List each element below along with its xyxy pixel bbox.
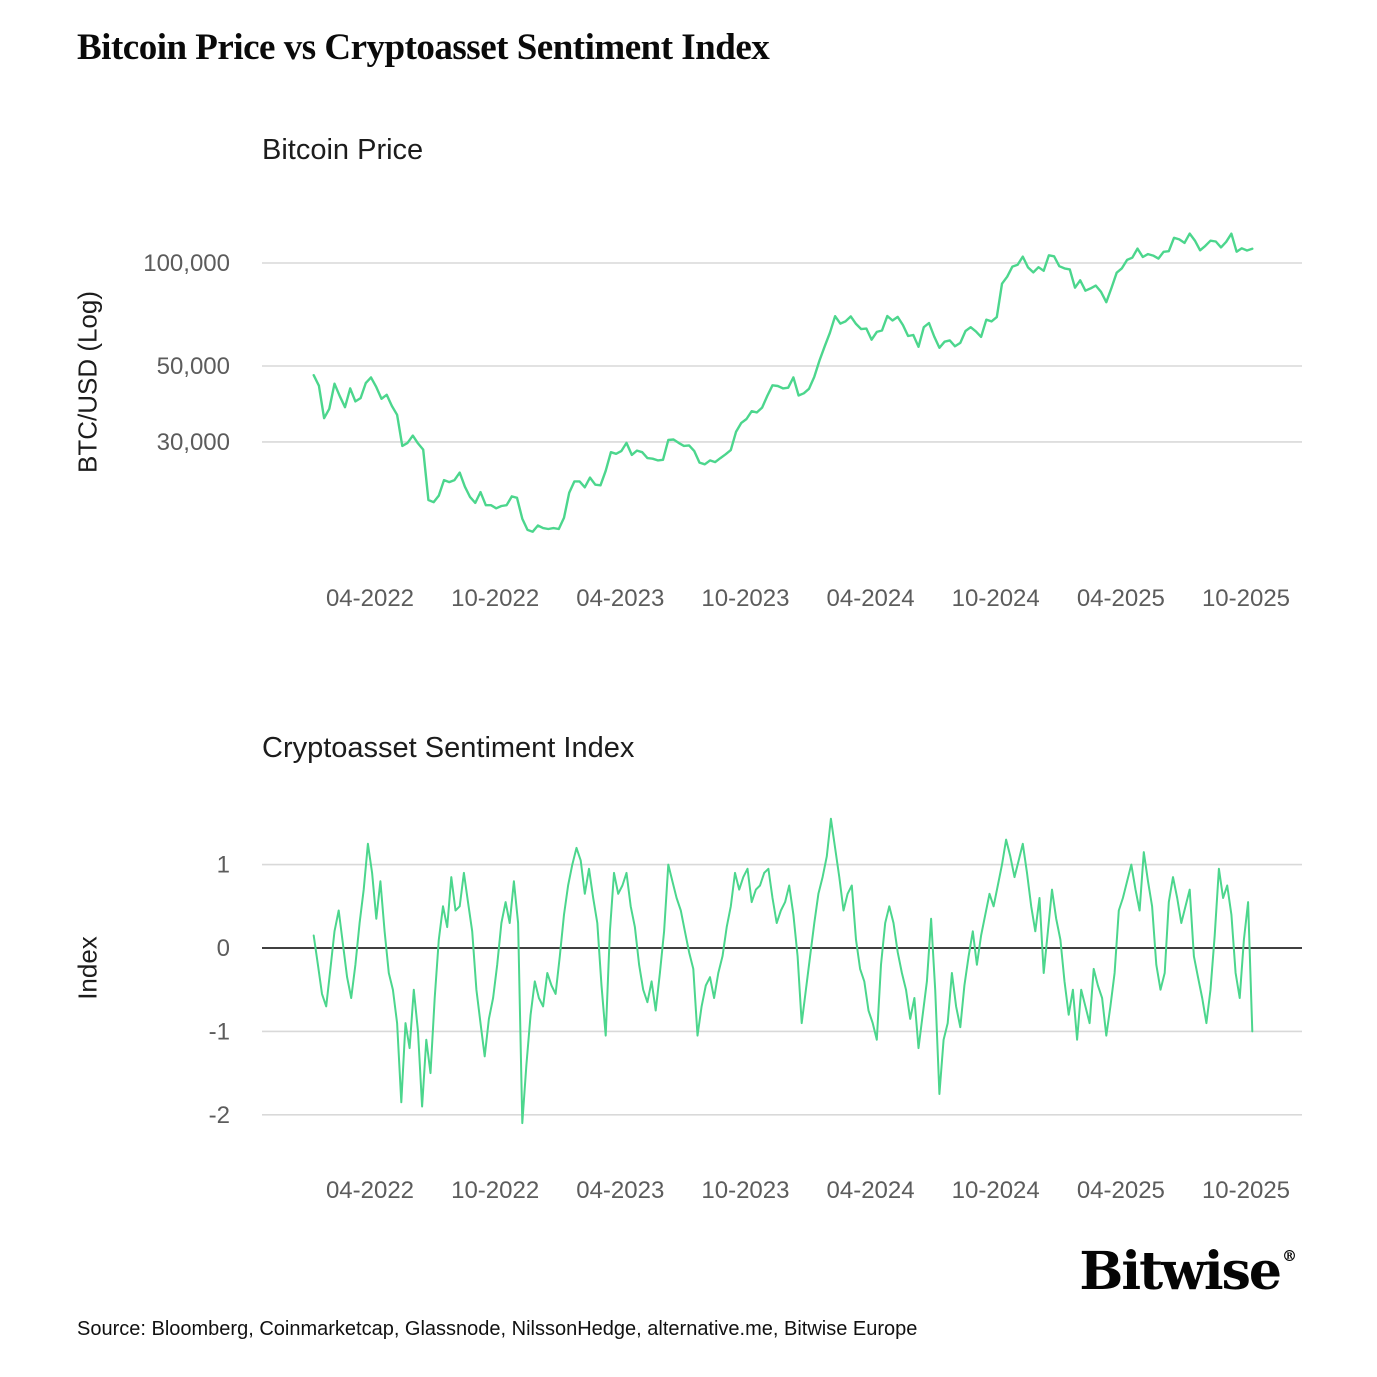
- price-x-tick-label: 10-2024: [952, 585, 1040, 612]
- price-x-tick-label: 04-2024: [827, 585, 915, 612]
- bitwise-logo-text: Bitwise: [1079, 1241, 1282, 1302]
- sentiment-y-tick-label: -2: [209, 1102, 230, 1129]
- sentiment-x-tick-label: 04-2025: [1077, 1177, 1165, 1204]
- price-x-tick-label: 10-2022: [451, 585, 539, 612]
- price-x-tick-label: 10-2025: [1202, 585, 1290, 612]
- price-x-tick-label: 10-2023: [701, 585, 789, 612]
- registered-trademark-icon: ®: [1282, 1247, 1297, 1265]
- sentiment-x-tick-label: 04-2024: [827, 1177, 915, 1204]
- sentiment-y-tick-label: 0: [217, 935, 230, 962]
- price-x-tick-label: 04-2023: [576, 585, 664, 612]
- sentiment-x-tick-label: 10-2025: [1202, 1177, 1290, 1204]
- sentiment-x-tick-label: 10-2024: [952, 1177, 1040, 1204]
- price-x-tick-label: 04-2022: [326, 585, 414, 612]
- sentiment-x-tick-label: 10-2023: [701, 1177, 789, 1204]
- bitwise-logo: Bitwise ®: [1079, 1246, 1297, 1298]
- sentiment-y-tick-label: -1: [209, 1018, 230, 1045]
- price-x-tick-label: 04-2025: [1077, 585, 1165, 612]
- bitcoin-price-chart-title: Bitcoin Price: [262, 134, 424, 166]
- price-y-tick-label: 30,000: [157, 429, 230, 456]
- sentiment-chart-title: Cryptoasset Sentiment Index: [262, 732, 635, 764]
- source-attribution: Source: Bloomberg, Coinmarketcap, Glassn…: [77, 1318, 918, 1340]
- sentiment-x-tick-label: 04-2022: [326, 1177, 414, 1204]
- page-title: Bitcoin Price vs Cryptoasset Sentiment I…: [77, 27, 770, 68]
- btc-price-line: [312, 232, 1254, 533]
- sentiment-x-tick-label: 10-2022: [451, 1177, 539, 1204]
- sentiment-line: [312, 817, 1254, 1125]
- price-y-tick-label: 100,000: [143, 250, 230, 277]
- price-y-tick-label: 50,000: [157, 353, 230, 380]
- sentiment-x-tick-label: 04-2023: [576, 1177, 664, 1204]
- sentiment-y-tick-label: 1: [217, 852, 230, 879]
